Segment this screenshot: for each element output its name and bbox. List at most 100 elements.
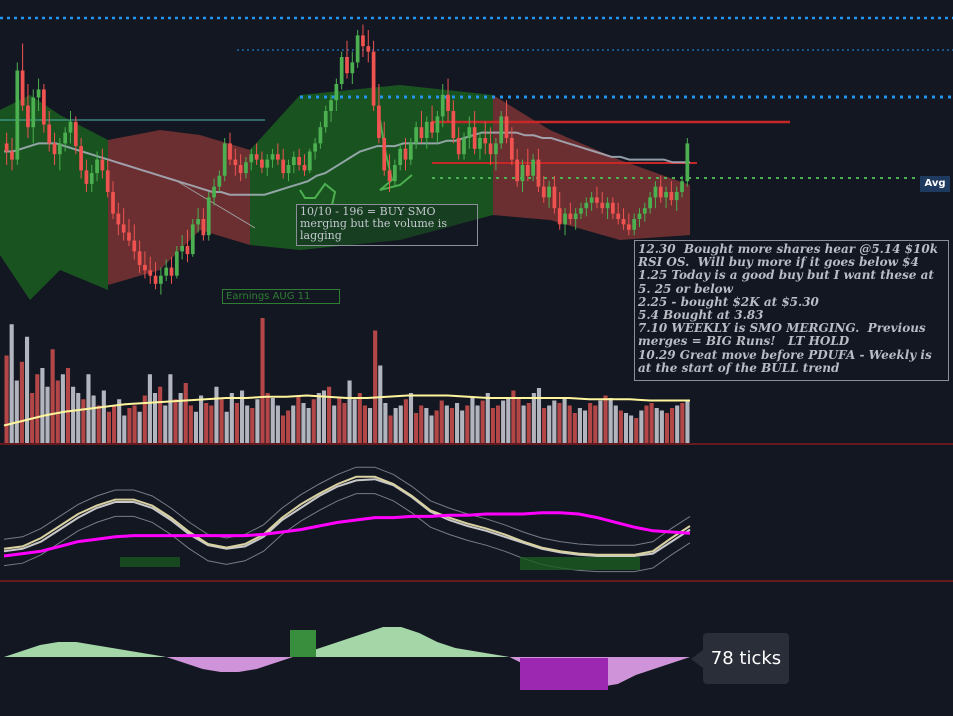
candle-body xyxy=(95,159,99,174)
candle-body xyxy=(478,138,482,149)
candle-body xyxy=(318,127,323,144)
candle-body xyxy=(329,100,333,111)
buy-annotation[interactable]: 10/10 - 196 = BUY SMO merging but the vo… xyxy=(296,204,478,246)
volume-bar xyxy=(582,410,588,443)
candle-body xyxy=(10,151,14,160)
volume-bar xyxy=(71,386,76,443)
oscillator-pane xyxy=(3,466,691,573)
candle-body xyxy=(499,116,504,144)
candle-body xyxy=(100,159,105,171)
ticks-badge-arrow xyxy=(691,650,703,668)
volume-bar xyxy=(245,405,250,443)
volume-bar xyxy=(408,393,414,443)
volume-bar xyxy=(178,393,183,443)
candle-body xyxy=(169,267,174,276)
candle-body xyxy=(180,246,185,252)
candle-body xyxy=(233,159,238,165)
volume-bar xyxy=(204,403,209,443)
volume-bar xyxy=(516,398,521,443)
volume-bar xyxy=(429,415,434,443)
volume-ma-line xyxy=(3,394,690,427)
candle-body xyxy=(270,154,275,160)
volume-bar xyxy=(455,403,460,443)
candle-body xyxy=(276,154,280,160)
volume-bar xyxy=(55,380,60,443)
candle-body xyxy=(116,213,121,225)
volume-bar xyxy=(618,410,623,443)
trend-cloud xyxy=(0,85,690,300)
candle-body xyxy=(132,240,137,252)
candle-body xyxy=(563,213,567,225)
candle-body xyxy=(238,165,243,174)
volume-bar xyxy=(76,393,81,443)
candle-body xyxy=(52,143,57,155)
volume-bar xyxy=(511,390,516,443)
candle-body xyxy=(419,127,424,138)
candle-body xyxy=(127,232,131,241)
candle-body xyxy=(658,186,663,198)
volume-bar xyxy=(209,405,214,443)
osc-slow-line xyxy=(3,478,691,557)
journal-annotation[interactable]: 12.30 Bought more shares hear @5.14 $10k… xyxy=(634,240,949,381)
volume-bar xyxy=(460,410,465,443)
candle-body xyxy=(196,219,200,225)
candle-body xyxy=(552,186,557,209)
candle-body xyxy=(63,132,68,144)
volume-bar xyxy=(680,403,685,443)
volume-bar xyxy=(598,400,603,443)
candle-body xyxy=(105,170,110,192)
volume-bar xyxy=(117,399,122,443)
volume-pane xyxy=(3,318,690,443)
candle-body xyxy=(488,143,493,155)
candle-body xyxy=(47,124,52,144)
volume-bar xyxy=(373,330,378,443)
volume-bar xyxy=(199,395,204,443)
volume-bar xyxy=(685,400,690,443)
avg-price-tag: Avg xyxy=(920,176,950,192)
volume-bar xyxy=(608,398,613,443)
volume-bar xyxy=(362,405,367,443)
volume-bar xyxy=(311,399,316,443)
candle-body xyxy=(424,121,429,138)
candle-body xyxy=(15,70,20,160)
volume-bar xyxy=(357,393,362,443)
volume-bar xyxy=(321,390,327,443)
volume-bar xyxy=(96,405,101,443)
volume-bar xyxy=(475,405,480,443)
candle-body xyxy=(164,267,169,276)
volume-bar xyxy=(270,398,275,443)
volume-bar xyxy=(567,405,572,443)
candle-body xyxy=(408,143,413,160)
osc-zone xyxy=(120,557,180,567)
candle-body xyxy=(632,219,637,230)
candle-body xyxy=(355,35,360,63)
volume-bar xyxy=(434,410,439,443)
candle-body xyxy=(228,143,232,160)
volume-bar xyxy=(613,405,618,443)
candle-body xyxy=(451,111,456,138)
volume-bar xyxy=(122,415,127,443)
volume-bar xyxy=(19,361,24,443)
histogram-positive xyxy=(0,627,690,657)
candle-body xyxy=(600,202,605,209)
volume-bar xyxy=(147,374,152,443)
volume-bar xyxy=(40,368,45,443)
candle-body xyxy=(605,202,610,209)
volume-bar xyxy=(419,405,424,443)
candle-body xyxy=(547,186,551,198)
candle-body xyxy=(584,202,589,209)
osc-signal-line xyxy=(3,511,691,558)
earnings-label[interactable]: Earnings AUG 11 xyxy=(222,289,340,304)
candle-body xyxy=(515,159,520,182)
volume-bar xyxy=(521,405,526,443)
candle-body xyxy=(265,159,270,168)
journal-line: 1.25 Today is a good buy but I want thes… xyxy=(638,268,939,296)
volume-bar xyxy=(393,408,398,443)
candle-body xyxy=(387,170,392,182)
volume-bar xyxy=(291,405,296,443)
candle-body xyxy=(669,192,674,201)
volume-bar xyxy=(536,388,542,443)
volume-bar xyxy=(526,403,531,443)
journal-line: 2.25 - bought $2K at $5.30 xyxy=(638,294,819,309)
